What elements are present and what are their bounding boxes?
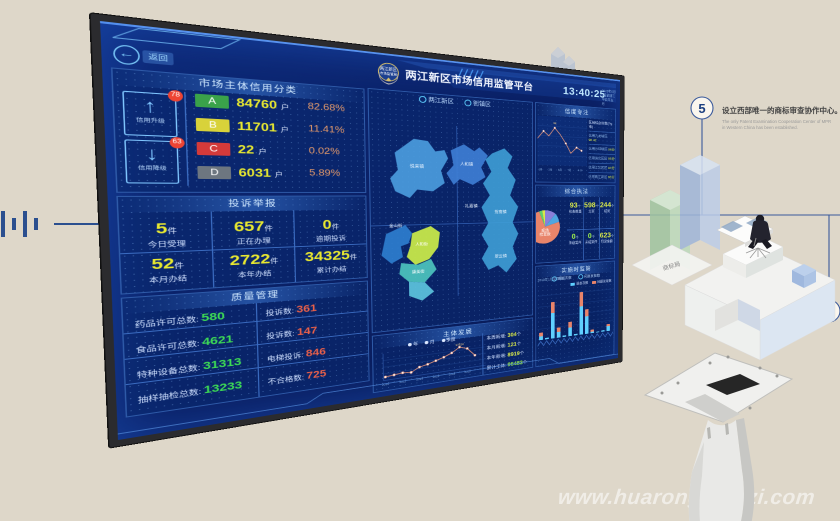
svg-text:5月: 5月 <box>558 169 562 172</box>
svg-text:鸳鸯镇: 鸳鸯镇 <box>494 209 506 214</box>
svg-text:9-10: 9-10 <box>578 169 583 172</box>
svg-text:人和镇: 人和镇 <box>460 161 473 167</box>
svg-text:2014: 2014 <box>416 377 423 381</box>
svg-text:5: 5 <box>698 101 705 116</box>
svg-text:金山街: 金山街 <box>389 223 402 229</box>
svg-text:2016: 2016 <box>433 375 440 379</box>
svg-text:7月: 7月 <box>568 169 572 172</box>
svg-text:设立西部唯一的商标审查协作中心。: 设立西部唯一的商标审查协作中心。 <box>722 105 840 115</box>
svg-text:翠云镇: 翠云镇 <box>495 253 507 259</box>
svg-text:礼嘉镇: 礼嘉镇 <box>465 203 478 208</box>
svg-text:1月: 1月 <box>539 168 543 171</box>
svg-text:2010: 2010 <box>382 382 390 386</box>
svg-text:人和街: 人和街 <box>415 241 428 247</box>
svg-text:The only Patent Examination Co: The only Patent Examination Cooperation … <box>722 119 831 124</box>
svg-text:in Western China has been esta: in Western China has been established. <box>722 125 798 130</box>
svg-text:17834: 17834 <box>455 343 464 348</box>
svg-text:康美街: 康美街 <box>412 268 425 274</box>
svg-text:2018: 2018 <box>449 372 456 376</box>
svg-text:3月: 3月 <box>548 168 552 171</box>
svg-text:2012: 2012 <box>399 380 406 384</box>
svg-text:2019: 2019 <box>464 370 471 374</box>
svg-text:98: 98 <box>553 122 556 125</box>
svg-text:悦来镇: 悦来镇 <box>410 163 424 169</box>
